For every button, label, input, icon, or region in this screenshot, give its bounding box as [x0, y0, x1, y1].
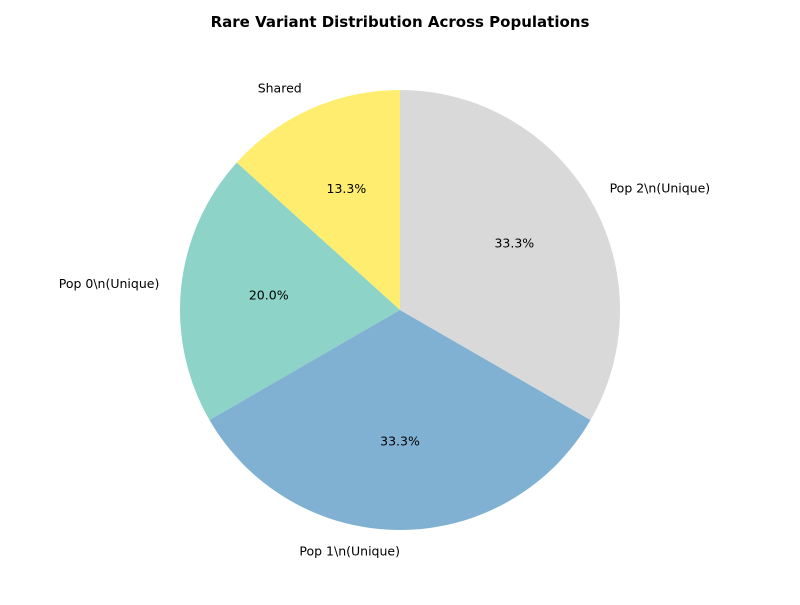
pie-slice-0 [236, 90, 400, 310]
slice-percent-0: 13.3% [327, 181, 367, 196]
slice-label-3: Pop 2\n(Unique) [610, 181, 711, 196]
slice-percent-2: 33.3% [380, 434, 420, 449]
slice-label-1: Pop 0\n(Unique) [59, 276, 160, 291]
pie-labels: Shared 13.3% Pop 0\n(Unique) 20.0% Pop 1\n(U… [59, 80, 710, 558]
slice-label-0: Shared [258, 80, 302, 95]
pie-slices [180, 90, 620, 530]
pie-slice-3 [400, 90, 620, 420]
pie-slice-2 [209, 310, 591, 530]
slice-percent-1: 20.0% [249, 288, 289, 303]
slice-label-2: Pop 1\n(Unique) [299, 544, 400, 559]
pie-slice-1 [180, 162, 400, 420]
slice-percent-3: 33.3% [494, 236, 534, 251]
chart-title: Rare Variant Distribution Across Populat… [211, 13, 590, 31]
